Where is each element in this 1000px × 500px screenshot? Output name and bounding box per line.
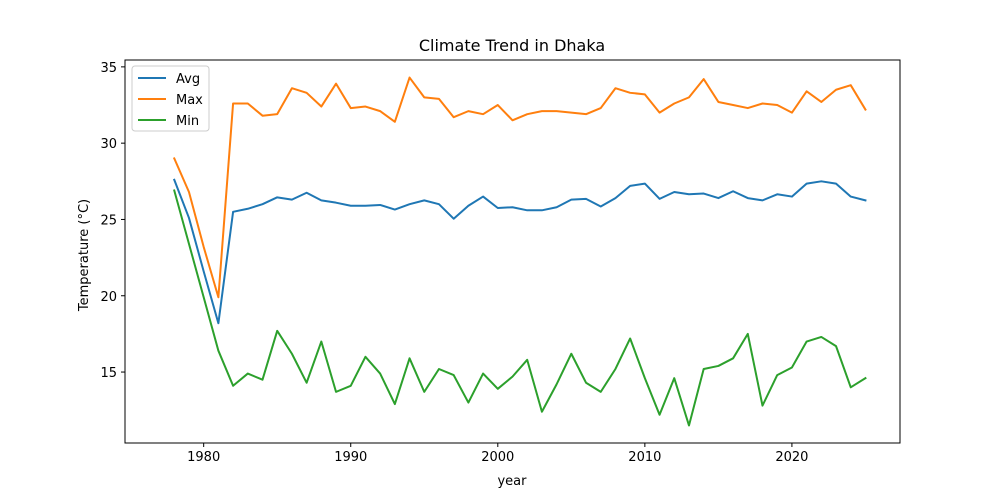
series-line-max xyxy=(172,76,867,299)
x-tick-label: 1990 xyxy=(334,450,367,465)
series-line-min xyxy=(173,189,867,427)
plot-area: 1980 1990 2000 2010 2020 15 20 25 30 35 Avg Max Min xyxy=(100,59,901,465)
y-tick-label: 35 xyxy=(100,61,117,76)
axes-frame xyxy=(124,59,901,444)
y-axis-label: Temperature (°C) xyxy=(77,199,92,312)
y-tick-label: 20 xyxy=(100,290,117,305)
legend-label-min: Min xyxy=(176,114,199,129)
y-tick-label: 30 xyxy=(100,137,117,152)
legend-label-max: Max xyxy=(176,93,203,108)
x-tick-label: 2010 xyxy=(628,450,661,465)
series-line-avg xyxy=(172,178,867,325)
y-tick-label: 15 xyxy=(100,366,117,381)
x-axis-label: year xyxy=(497,474,527,489)
x-tick-label: 1980 xyxy=(187,450,220,465)
y-tick-label: 25 xyxy=(100,213,117,228)
x-tick-label: 2020 xyxy=(775,450,808,465)
chart-title: Climate Trend in Dhaka xyxy=(419,36,605,55)
legend-label-avg: Avg xyxy=(176,72,200,87)
x-tick-label: 2000 xyxy=(481,450,514,465)
legend-box xyxy=(131,65,210,132)
